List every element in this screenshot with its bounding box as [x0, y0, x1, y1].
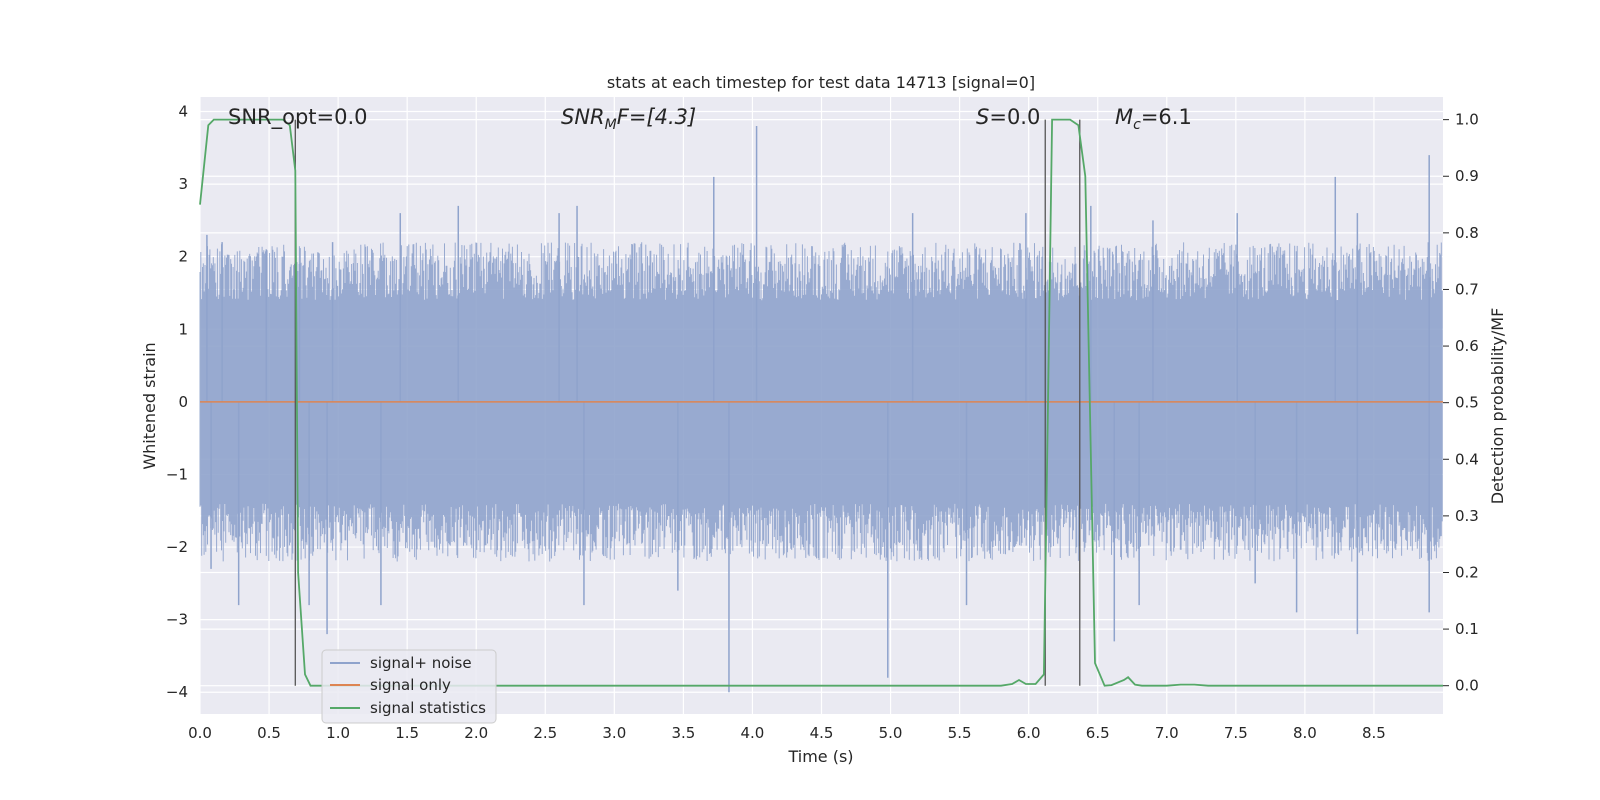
- y-tick-5: 1: [178, 320, 188, 338]
- legend-box: [321, 649, 497, 724]
- x-tick-12: 6.0: [1017, 724, 1041, 742]
- y2-tick-5: 0.5: [1455, 394, 1479, 412]
- x-tick-0: 0.0: [188, 724, 212, 742]
- legend: signal+ noise signal only signal statist…: [321, 649, 497, 724]
- y2-tick-1: 0.1: [1455, 620, 1479, 638]
- x-tick-13: 6.5: [1086, 724, 1110, 742]
- annotation-mc-rest: =6.1: [1141, 105, 1192, 129]
- y-axis-ticks: −4 −3 −2 −1 0 1 2 3 4: [166, 103, 188, 702]
- x-tick-11: 5.5: [948, 724, 972, 742]
- x-tick-4: 2.0: [464, 724, 488, 742]
- y2-axis-ticks: 0.0 0.1 0.2 0.3 0.4 0.5 0.6 0.7 0.8 0.9 1.0: [1443, 111, 1479, 695]
- x-tick-15: 7.5: [1224, 724, 1248, 742]
- x-tick-6: 3.0: [602, 724, 626, 742]
- annotation-snr-mf-main: SNR: [561, 105, 605, 129]
- x-tick-10: 5.0: [879, 724, 903, 742]
- annotation-mc: Mc=6.1: [1115, 105, 1192, 133]
- annotation-snr-opt: SNR_opt=0.0: [228, 105, 368, 130]
- annotation-s-rest: =0.0: [989, 105, 1040, 129]
- y2-tick-0: 0.0: [1455, 677, 1479, 695]
- y2-tick-9: 0.9: [1455, 167, 1479, 185]
- series-signal-plus-noise: [199, 126, 1443, 693]
- noise-band: [199, 242, 1443, 562]
- x-tick-5: 2.5: [533, 724, 557, 742]
- annotation-s-main: S: [976, 105, 989, 129]
- y2-tick-6: 0.6: [1455, 337, 1479, 355]
- y-tick-7: 3: [178, 175, 188, 193]
- x-axis-label: Time (s): [787, 747, 853, 766]
- y2-tick-7: 0.7: [1455, 280, 1479, 298]
- y-tick-6: 2: [178, 248, 188, 266]
- y2-tick-4: 0.4: [1455, 450, 1479, 468]
- x-tick-7: 3.5: [671, 724, 695, 742]
- x-tick-2: 1.0: [326, 724, 350, 742]
- y2-tick-2: 0.2: [1455, 563, 1479, 581]
- series-signal-statistics: [199, 118, 1443, 687]
- y-tick-0: −4: [166, 683, 188, 701]
- x-tick-14: 7.0: [1155, 724, 1179, 742]
- x-tick-16: 8.0: [1293, 724, 1317, 742]
- x-tick-1: 0.5: [257, 724, 281, 742]
- y2-tick-10: 1.0: [1455, 111, 1479, 129]
- y2-axis-label: Detection probability/MF: [1488, 308, 1507, 505]
- x-tick-3: 1.5: [395, 724, 419, 742]
- y2-tick-8: 0.8: [1455, 224, 1479, 242]
- statistics-line: [199, 118, 1443, 687]
- y-tick-8: 4: [178, 103, 188, 121]
- x-tick-8: 4.0: [741, 724, 765, 742]
- x-tick-17: 8.5: [1362, 724, 1386, 742]
- legend-label-noise: signal+ noise: [370, 654, 472, 672]
- x-tick-9: 4.5: [810, 724, 834, 742]
- annotation-snr-mf-rest: F=[4.3]: [617, 105, 696, 129]
- annotation-mc-main: M: [1115, 105, 1133, 129]
- y2-tick-3: 0.3: [1455, 507, 1479, 525]
- annotation-snr-mf-sub: M: [605, 117, 617, 133]
- annotation-mc-sub: c: [1133, 117, 1141, 133]
- legend-label-statistics: signal statistics: [370, 699, 486, 717]
- y-tick-1: −3: [166, 611, 188, 629]
- x-axis-ticks: 0.0 0.5 1.0 1.5 2.0 2.5 3.0 3.5 4.0 4.5 5.0 5.5 6.0 6…: [188, 724, 1386, 742]
- y-tick-4: 0: [178, 393, 188, 411]
- annotation-s: S=0.0: [976, 105, 1040, 129]
- y-tick-2: −2: [166, 538, 188, 556]
- legend-label-signal: signal only: [370, 676, 451, 694]
- y-tick-3: −1: [166, 465, 188, 483]
- annotation-snr-mf: SNRMF=[4.3]: [561, 105, 696, 133]
- chart-title: stats at each timestep for test data 147…: [607, 73, 1035, 92]
- y-axis-label: Whitened strain: [140, 342, 159, 469]
